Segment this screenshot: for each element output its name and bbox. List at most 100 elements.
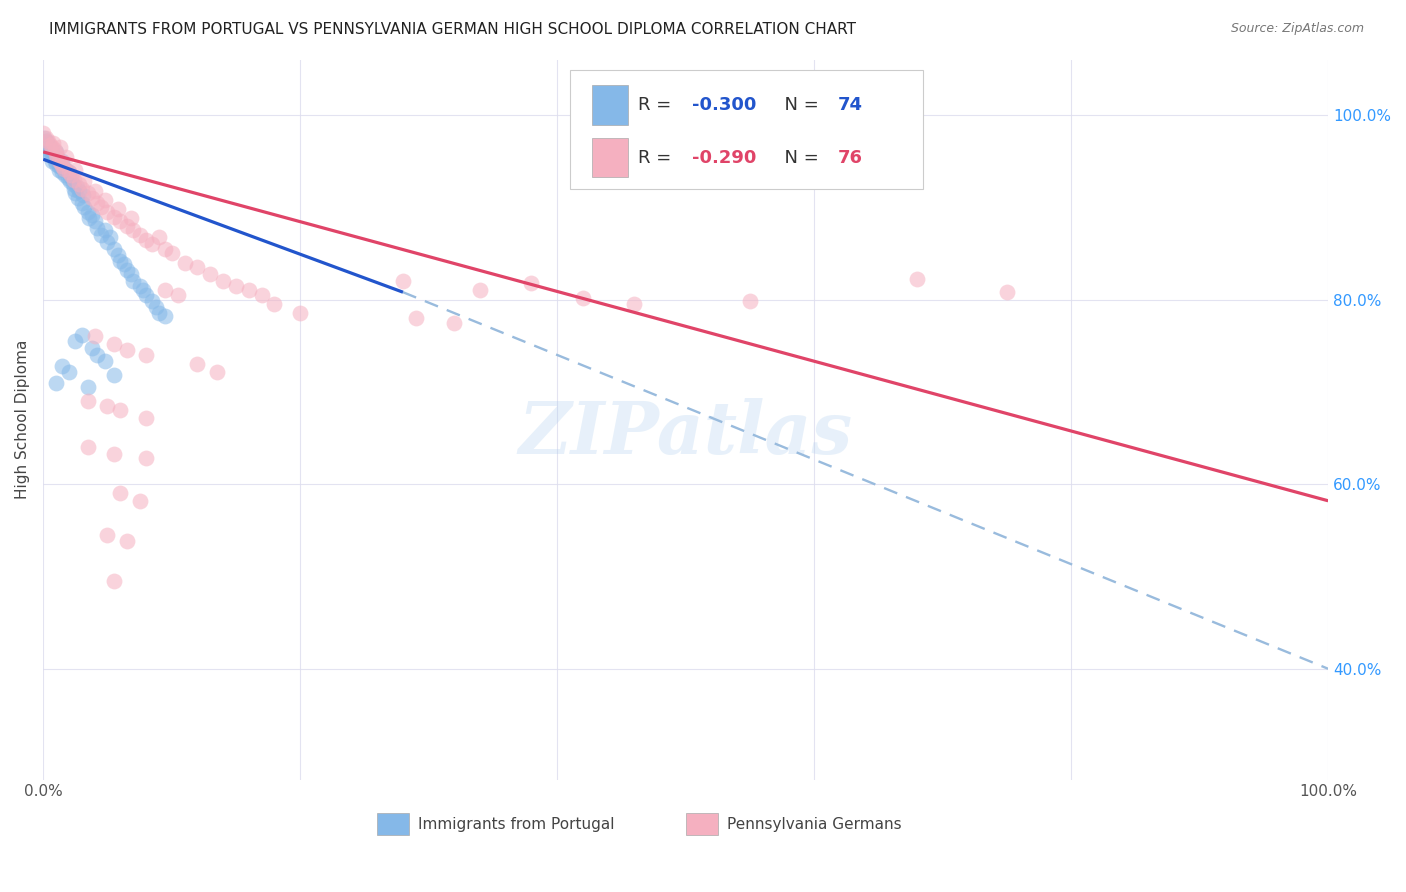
Point bbox=[65, 163, 87, 178]
Point bbox=[77, 440, 100, 454]
Point bbox=[51, 159, 73, 173]
Point bbox=[58, 365, 80, 379]
Point bbox=[48, 163, 70, 178]
Point bbox=[42, 149, 65, 163]
Point bbox=[96, 399, 118, 413]
Point bbox=[73, 200, 96, 214]
Point bbox=[120, 211, 142, 226]
Text: N =: N = bbox=[773, 149, 824, 167]
Point bbox=[468, 283, 491, 297]
Point bbox=[52, 161, 75, 176]
Point bbox=[86, 348, 108, 362]
Y-axis label: High School Diploma: High School Diploma bbox=[15, 340, 30, 500]
Point bbox=[145, 300, 167, 314]
Point bbox=[35, 134, 58, 148]
Point bbox=[392, 274, 415, 288]
Point bbox=[77, 205, 100, 219]
Point bbox=[110, 214, 132, 228]
Point bbox=[41, 146, 63, 161]
Point bbox=[107, 202, 129, 216]
Point bbox=[44, 143, 66, 157]
Point bbox=[46, 149, 69, 163]
Point bbox=[135, 288, 157, 302]
Point bbox=[623, 297, 645, 311]
Point bbox=[51, 160, 73, 174]
Bar bbox=[686, 814, 718, 835]
Point bbox=[34, 131, 56, 145]
Text: Pennsylvania Germans: Pennsylvania Germans bbox=[727, 817, 901, 831]
Point bbox=[90, 227, 112, 242]
Point bbox=[155, 283, 177, 297]
Point bbox=[110, 486, 132, 500]
Point bbox=[86, 195, 108, 210]
Point bbox=[53, 168, 76, 182]
Point bbox=[39, 143, 62, 157]
Point bbox=[107, 248, 129, 262]
Point bbox=[572, 291, 595, 305]
Point bbox=[41, 140, 63, 154]
Point bbox=[148, 306, 170, 320]
Point bbox=[77, 394, 100, 409]
Point bbox=[51, 165, 73, 179]
Point bbox=[263, 297, 285, 311]
Point bbox=[443, 316, 465, 330]
Point bbox=[995, 285, 1018, 300]
Point bbox=[167, 288, 190, 302]
Point bbox=[56, 170, 79, 185]
Text: -0.300: -0.300 bbox=[692, 96, 756, 114]
Point bbox=[122, 223, 145, 237]
Point bbox=[45, 157, 67, 171]
Point bbox=[238, 283, 260, 297]
Point bbox=[72, 188, 94, 202]
Point bbox=[70, 327, 93, 342]
Point bbox=[63, 182, 86, 196]
Text: Immigrants from Portugal: Immigrants from Portugal bbox=[419, 817, 614, 831]
Point bbox=[212, 274, 235, 288]
Point bbox=[67, 178, 90, 192]
Point bbox=[135, 451, 157, 466]
Point bbox=[173, 255, 195, 269]
Point bbox=[66, 191, 89, 205]
Point bbox=[103, 210, 125, 224]
Point bbox=[80, 341, 103, 355]
Point bbox=[45, 146, 67, 161]
Point bbox=[90, 200, 112, 214]
Point bbox=[110, 253, 132, 268]
Point bbox=[200, 267, 222, 281]
Point bbox=[48, 159, 70, 173]
Point bbox=[94, 193, 117, 207]
Point bbox=[405, 311, 427, 326]
Point bbox=[80, 208, 103, 222]
Point bbox=[115, 343, 138, 358]
Point bbox=[38, 140, 60, 154]
Text: 74: 74 bbox=[838, 96, 862, 114]
Point bbox=[60, 169, 83, 184]
Point bbox=[155, 242, 177, 256]
Point bbox=[80, 191, 103, 205]
Point bbox=[128, 493, 150, 508]
Text: Source: ZipAtlas.com: Source: ZipAtlas.com bbox=[1230, 22, 1364, 36]
Point bbox=[141, 294, 163, 309]
Point bbox=[128, 278, 150, 293]
Point bbox=[103, 368, 125, 383]
Point bbox=[38, 147, 60, 161]
Point bbox=[55, 163, 77, 178]
Point bbox=[96, 235, 118, 250]
Point bbox=[34, 137, 56, 152]
FancyBboxPatch shape bbox=[569, 70, 924, 189]
Point bbox=[290, 306, 312, 320]
Point bbox=[65, 180, 87, 194]
Point bbox=[37, 134, 59, 148]
Point bbox=[96, 528, 118, 542]
Point bbox=[520, 276, 543, 290]
Point bbox=[115, 534, 138, 549]
Point bbox=[63, 172, 86, 186]
Point bbox=[135, 410, 157, 425]
Point bbox=[160, 246, 183, 260]
Point bbox=[103, 574, 125, 588]
Point bbox=[94, 223, 117, 237]
Point bbox=[77, 380, 100, 394]
Point bbox=[77, 186, 100, 201]
Point bbox=[115, 219, 138, 233]
Point bbox=[205, 365, 228, 379]
